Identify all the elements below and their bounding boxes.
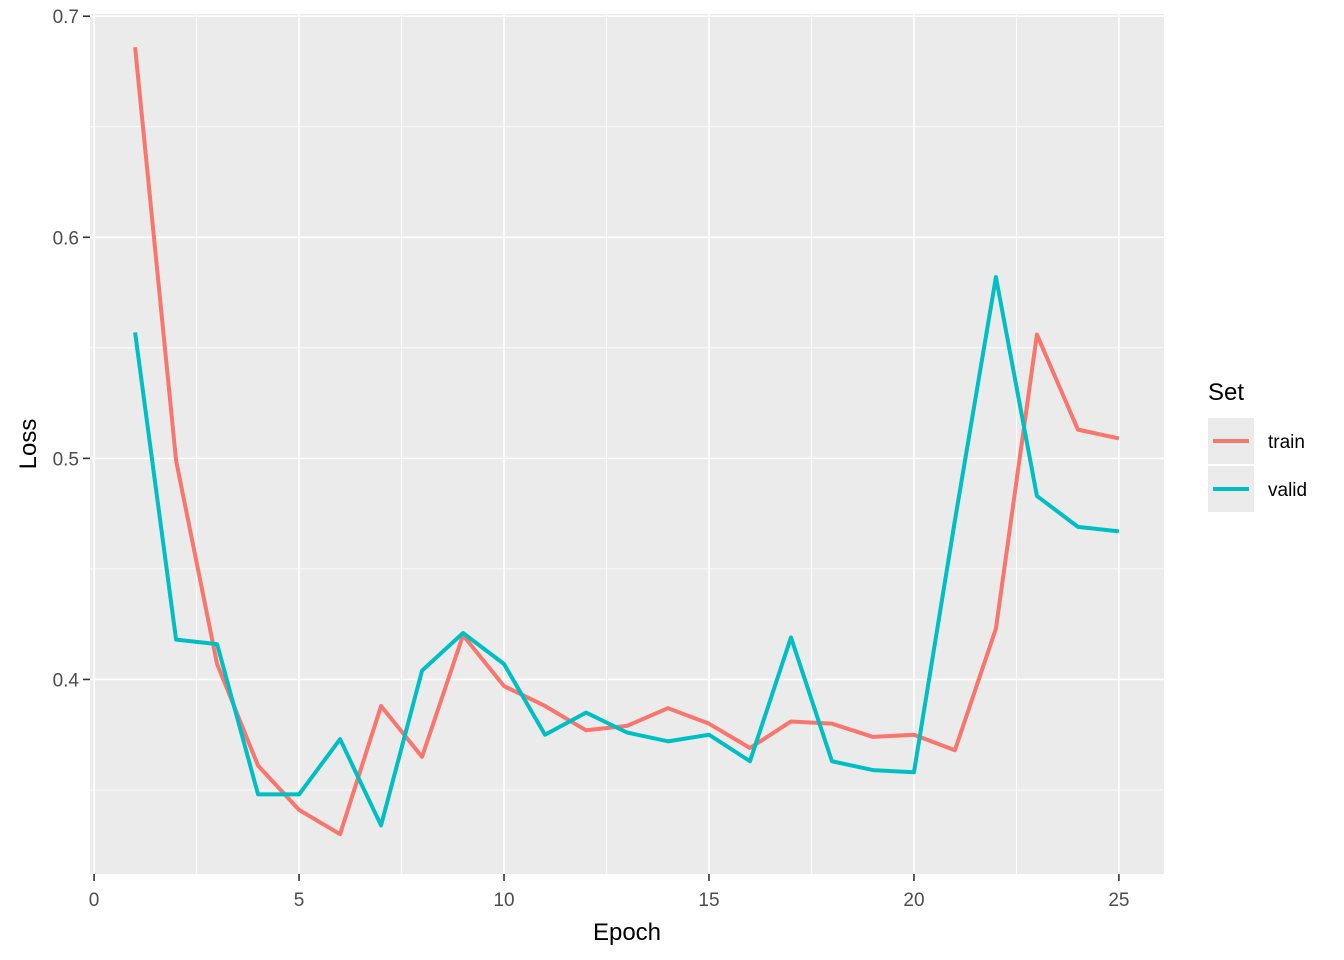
x-axis: 0 5 10 15 20 25 <box>89 874 1129 911</box>
major-grid <box>90 14 1164 874</box>
x-tick-label: 10 <box>493 890 514 911</box>
x-tick-label: 20 <box>903 890 924 911</box>
x-tick-label: 15 <box>698 890 719 911</box>
series-line-valid <box>133 275 1120 828</box>
series-line-train <box>133 46 1120 837</box>
x-axis-title: Epoch <box>593 919 661 946</box>
x-tick-label: 5 <box>294 890 305 911</box>
legend-title: Set <box>1208 379 1244 406</box>
x-tick-label: 25 <box>1108 890 1129 911</box>
legend-label-valid: valid <box>1268 480 1307 501</box>
y-axis: 0.4 0.5 0.6 0.7 <box>53 7 90 691</box>
minor-grid <box>90 14 1164 874</box>
x-tick-label: 0 <box>89 890 100 911</box>
legend: Set train valid <box>1208 379 1307 512</box>
y-tick-label: 0.7 <box>53 7 79 28</box>
y-tick-label: 0.5 <box>53 449 79 470</box>
series-lines <box>133 46 1120 837</box>
legend-label-train: train <box>1268 432 1305 453</box>
y-tick-label: 0.4 <box>53 670 80 691</box>
y-axis-title: Loss <box>15 419 42 470</box>
y-tick-label: 0.6 <box>53 228 79 249</box>
